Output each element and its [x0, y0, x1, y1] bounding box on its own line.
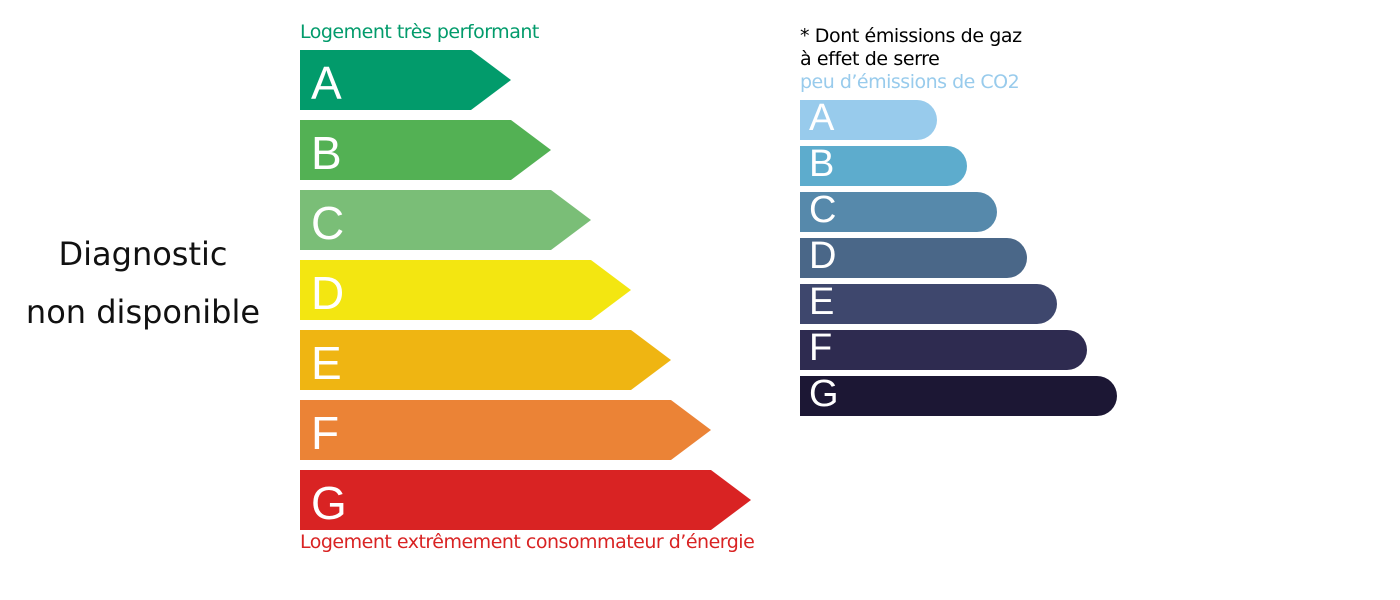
ges-class-c: C	[800, 189, 997, 232]
energy-bar-shape	[300, 330, 671, 390]
ges-class-g: G	[800, 373, 1117, 416]
status-line-2: non disponible	[25, 293, 261, 331]
ges-class-letter: D	[809, 235, 837, 277]
ges-class-d: D	[800, 235, 1027, 278]
ges-title: * Dont émissions de gaz à effet de serre	[800, 25, 1022, 71]
ges-top-label: peu d’émissions de CO2	[800, 71, 1020, 93]
energy-class-letter: C	[311, 197, 345, 249]
ges-class-letter: F	[809, 327, 833, 369]
energy-bar	[300, 190, 591, 250]
ges-class-e: E	[800, 281, 1057, 324]
energy-bar	[300, 400, 711, 460]
diagnostic-unavailable-text: Diagnostic non disponible	[0, 225, 286, 341]
energy-class-letter: F	[311, 407, 340, 459]
energy-bar-shape	[300, 50, 511, 110]
energy-bar-shape	[300, 120, 551, 180]
energy-class-letter: E	[311, 337, 342, 389]
ges-class-a: A	[800, 97, 937, 140]
energy-class-letter: B	[311, 127, 342, 179]
energy-bar	[300, 330, 671, 390]
energy-bar-shape	[300, 260, 631, 320]
energy-bar-shape	[300, 190, 591, 250]
ges-class-letter: A	[809, 97, 835, 139]
ges-class-letter: C	[809, 189, 837, 231]
energy-top-label: Logement très performant	[300, 21, 539, 43]
energy-bar	[300, 50, 511, 110]
ges-class-letter: G	[809, 373, 839, 415]
energy-bar	[300, 470, 751, 530]
energy-class-letter: D	[311, 267, 345, 319]
ges-class-b: B	[800, 143, 967, 186]
ges-class-f: F	[800, 327, 1087, 370]
energy-class-letter: A	[311, 57, 342, 109]
energy-bar-shape	[300, 400, 711, 460]
ges-title-line-1: * Dont émissions de gaz	[800, 25, 1022, 47]
ges-class-letter: B	[809, 143, 835, 185]
ges-class-letter: E	[809, 281, 835, 323]
energy-bar-shape	[300, 470, 751, 530]
energy-bottom-label: Logement extrêmement consommateur d’éner…	[300, 531, 755, 553]
energy-bar	[300, 260, 631, 320]
energy-bar	[300, 120, 551, 180]
ges-title-line-2: à effet de serre	[800, 48, 940, 70]
status-line-1: Diagnostic	[58, 235, 228, 273]
energy-class-letter: G	[311, 477, 347, 529]
